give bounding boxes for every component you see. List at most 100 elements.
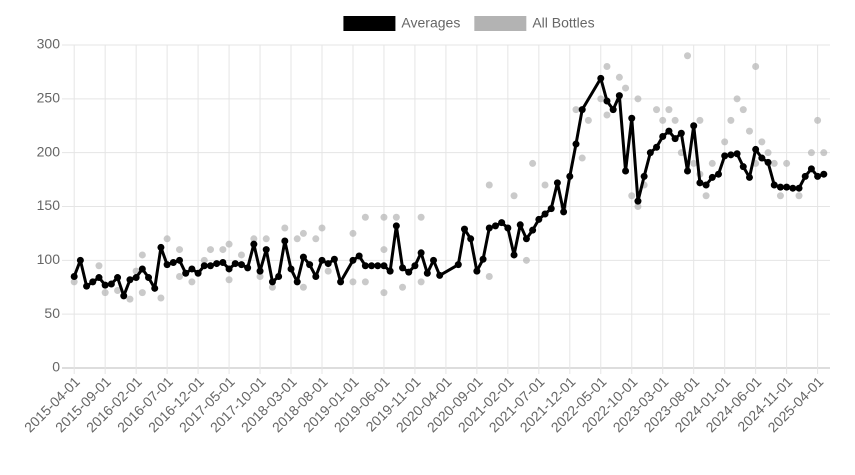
bottle-point (597, 95, 605, 103)
bottle-point (324, 267, 332, 275)
average-point (615, 92, 623, 100)
bottle-point (349, 229, 357, 237)
bottle-point (237, 251, 245, 259)
bottle-point (776, 192, 784, 200)
average-point (522, 235, 530, 243)
average-point (807, 165, 815, 173)
bottle-point (176, 272, 184, 280)
average-point (368, 262, 376, 270)
average-point (95, 274, 103, 282)
average-point (758, 154, 766, 162)
bottle-point (206, 246, 214, 254)
bottle-point (485, 272, 493, 280)
bottle-point (101, 289, 109, 297)
average-point (479, 255, 487, 263)
average-point (287, 265, 295, 273)
average-point (473, 267, 481, 275)
legend-swatch (343, 16, 396, 31)
bottle-point (820, 149, 828, 157)
bottle-point (690, 159, 698, 167)
average-point (609, 106, 617, 114)
average-point (417, 249, 425, 257)
average-point (182, 269, 190, 277)
bottle-point (361, 278, 369, 286)
y-tick-label: 100 (37, 251, 61, 267)
average-point (566, 172, 574, 180)
average-point (764, 158, 772, 166)
bottle-point (628, 192, 636, 200)
legend-label: Averages (401, 15, 460, 31)
bottle-point (312, 235, 320, 243)
average-point (157, 243, 165, 251)
bottle-point (739, 106, 747, 114)
average-point (163, 261, 171, 269)
bottle-point (114, 286, 122, 294)
average-point (708, 173, 716, 181)
bottle-point (510, 192, 518, 200)
legend-swatch (474, 16, 527, 31)
y-tick-label: 0 (52, 359, 60, 375)
average-point (634, 197, 642, 205)
average-point (318, 256, 326, 264)
average-point (219, 258, 227, 266)
bottle-point (380, 213, 388, 221)
bottle-point (603, 111, 611, 119)
average-point (578, 106, 586, 114)
average-point (597, 74, 605, 82)
bottle-point (615, 73, 623, 81)
average-point (213, 260, 221, 268)
average-point (504, 224, 512, 232)
average-point (733, 150, 741, 158)
average-point (659, 133, 667, 141)
average-point (529, 226, 537, 234)
bottle-point (745, 127, 753, 135)
average-point (411, 262, 419, 270)
average-point (776, 183, 784, 191)
average-point (107, 280, 115, 288)
average-point (138, 265, 146, 273)
average-point (684, 167, 692, 175)
bottle-point (708, 159, 716, 167)
average-point (250, 240, 258, 248)
y-tick-label: 150 (37, 197, 61, 213)
average-point (405, 268, 413, 276)
average-point (169, 258, 177, 266)
average-point (789, 184, 797, 192)
average-point (560, 208, 568, 216)
average-point (640, 172, 648, 180)
average-point (145, 274, 153, 282)
average-point (727, 151, 735, 159)
bottle-point (727, 116, 735, 124)
average-point (690, 122, 698, 130)
bottle-point (634, 95, 642, 103)
average-point (126, 276, 134, 284)
bottle-point (299, 283, 307, 291)
bottle-point (485, 181, 493, 189)
average-point (306, 261, 314, 269)
bottle-point (293, 235, 301, 243)
average-point (801, 172, 809, 180)
average-point (491, 222, 499, 230)
bottle-point (584, 116, 592, 124)
average-point (553, 179, 561, 187)
average-point (237, 261, 245, 269)
y-tick-label: 250 (37, 90, 61, 106)
y-tick-label: 200 (37, 143, 61, 159)
average-point (677, 129, 685, 137)
bottle-point (138, 289, 146, 297)
bottle-point (417, 213, 425, 221)
bottle-point (702, 192, 710, 200)
bottle-point (268, 283, 276, 291)
y-tick-label: 50 (44, 305, 60, 321)
average-point (721, 152, 729, 160)
bottle-point (417, 278, 425, 286)
bottle-point (392, 213, 400, 221)
average-point (535, 215, 543, 223)
average-point (814, 172, 822, 180)
average-point (516, 221, 524, 229)
average-point (752, 145, 760, 153)
average-point (702, 181, 710, 189)
average-point (349, 256, 357, 264)
average-point (132, 274, 140, 282)
average-point (547, 205, 555, 213)
